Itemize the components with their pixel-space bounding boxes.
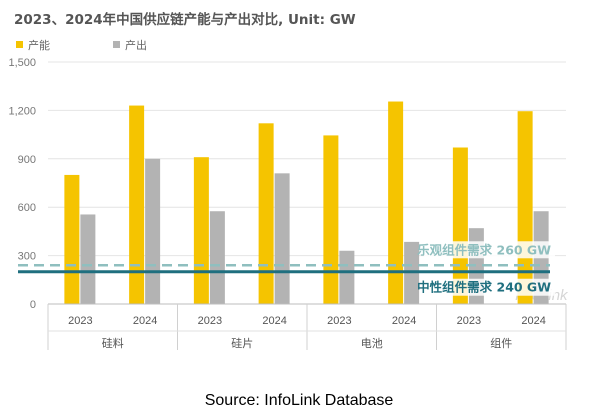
bar-capacity: [323, 135, 339, 304]
bar-capacity: [388, 101, 404, 304]
legend-label-capacity: 产能: [28, 38, 50, 52]
gridlines: [48, 61, 566, 257]
x-tick-label: 2024: [133, 315, 157, 327]
x-group-label: 电池: [361, 337, 383, 350]
bar-output: [274, 173, 290, 304]
y-tick-label: 300: [18, 251, 36, 263]
x-tick-label: 2023: [457, 315, 481, 327]
y-tick-label: 0: [30, 299, 36, 311]
reference-label-bg: [424, 241, 555, 259]
legend-swatch-capacity: [16, 41, 23, 48]
y-tick-label: 1,500: [8, 57, 36, 69]
y-tick-label: 1,200: [8, 105, 36, 117]
bar-output: [339, 250, 355, 304]
x-group-label: 硅片: [231, 337, 253, 350]
bar-capacity: [258, 123, 274, 304]
reference-lines: 乐观组件需求 260 GW 中性组件需求 240 GW: [18, 241, 555, 296]
x-tick-label: 2023: [68, 315, 92, 327]
x-tick-label: 2023: [327, 315, 351, 327]
bar-output: [145, 158, 161, 304]
legend: 产能 产出: [16, 38, 147, 52]
bar-output: [80, 214, 96, 304]
reference-label-optimistic: 乐观组件需求 260 GW: [417, 242, 551, 257]
y-axis: 0 300 600 900 1,200 1,500: [8, 57, 36, 311]
bar-capacity: [517, 111, 533, 304]
reference-label-neutral: 中性组件需求 240 GW: [417, 280, 551, 295]
chart-title: 2023、2024年中国供应链产能与产出对比, Unit: GW: [14, 11, 356, 28]
x-tick-label: 2024: [521, 315, 545, 327]
x-group-label: 组件: [490, 336, 512, 350]
y-tick-label: 900: [18, 154, 36, 166]
x-tick-label: 2023: [198, 315, 222, 327]
x-group-label: 硅料: [102, 336, 124, 350]
chart: 2023、2024年中国供应链产能与产出对比, Unit: GW 产能 产出 0…: [8, 11, 569, 350]
x-tick-label: 2024: [392, 315, 416, 327]
source-note: Source: InfoLink Database: [204, 392, 394, 409]
x-tick-label: 2024: [262, 315, 286, 327]
bar-capacity: [64, 174, 80, 304]
y-tick-label: 600: [18, 202, 36, 214]
bar-output: [209, 211, 225, 304]
bars: [64, 101, 549, 304]
bar-capacity: [129, 105, 145, 304]
reference-label-bg: [424, 278, 555, 296]
x-axis: 2023 2024 2023 2024 2023 2024 2023 2024 硅料 硅片 电池 组件: [47, 304, 567, 350]
legend-swatch-output: [113, 41, 120, 48]
legend-label-output: 产出: [125, 38, 147, 52]
bar-capacity: [193, 157, 209, 304]
